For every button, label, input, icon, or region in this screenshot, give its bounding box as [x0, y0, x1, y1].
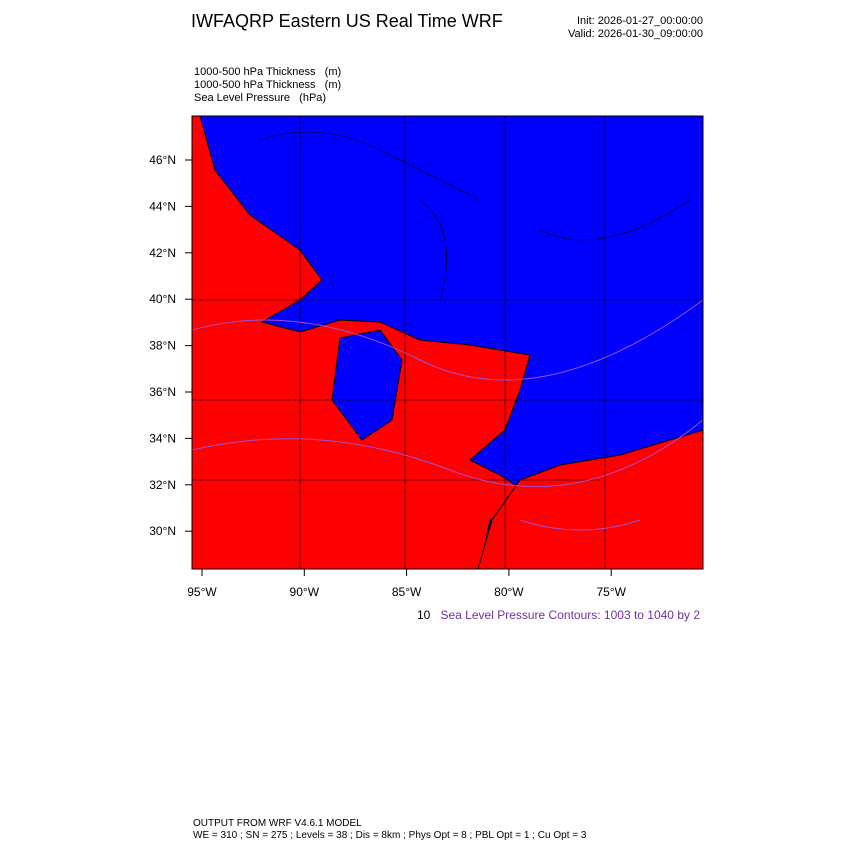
lat-label: 40°N [149, 292, 176, 306]
footer-line: OUTPUT FROM WRF V4.6.1 MODEL [193, 818, 362, 829]
valid-time: Valid: 2026-01-30_09:00:00 [568, 28, 703, 40]
map [191, 115, 704, 570]
lon-label: 80°W [494, 585, 524, 599]
lat-label: 36°N [149, 385, 176, 399]
lat-label: 42°N [149, 246, 176, 260]
legend-entry: 1000-500 hPa Thickness (m) [194, 79, 341, 91]
pressure-contours [191, 299, 704, 531]
map-frame [191, 115, 704, 570]
footer-line: WE = 310 ; SN = 275 ; Levels = 38 ; Dis … [193, 830, 587, 841]
lon-label: 75°W [596, 585, 626, 599]
legend-entry: Sea Level Pressure (hPa) [194, 92, 326, 104]
lat-label: 44°N [149, 199, 176, 213]
state-borders [192, 116, 703, 569]
title: IWFAQRP Eastern US Real Time WRF [191, 11, 503, 31]
lon-label: 95°W [187, 585, 217, 599]
axes: 46°N 44°N 42°N 40°N 38°N 36°N 34°N 32°N 30°N 95°W… [149, 153, 626, 599]
lat-label: 32°N [149, 478, 176, 492]
lat-label: 34°N [149, 431, 176, 445]
lat-label: 38°N [149, 339, 176, 353]
contour-prefix: 10 [417, 608, 431, 622]
contour-info: Sea Level Pressure Contours: 1003 to 104… [441, 608, 701, 622]
init-time: Init: 2026-01-27_00:00:00 [577, 15, 703, 27]
legend-entry: 1000-500 hPa Thickness (m) [194, 66, 341, 78]
lat-label: 30°N [149, 524, 176, 538]
legend: 1000-500 hPa Thickness (m)1000-500 hPa T… [194, 66, 341, 104]
lon-label: 90°W [290, 585, 320, 599]
lon-label: 85°W [392, 585, 422, 599]
lat-label: 46°N [149, 153, 176, 167]
